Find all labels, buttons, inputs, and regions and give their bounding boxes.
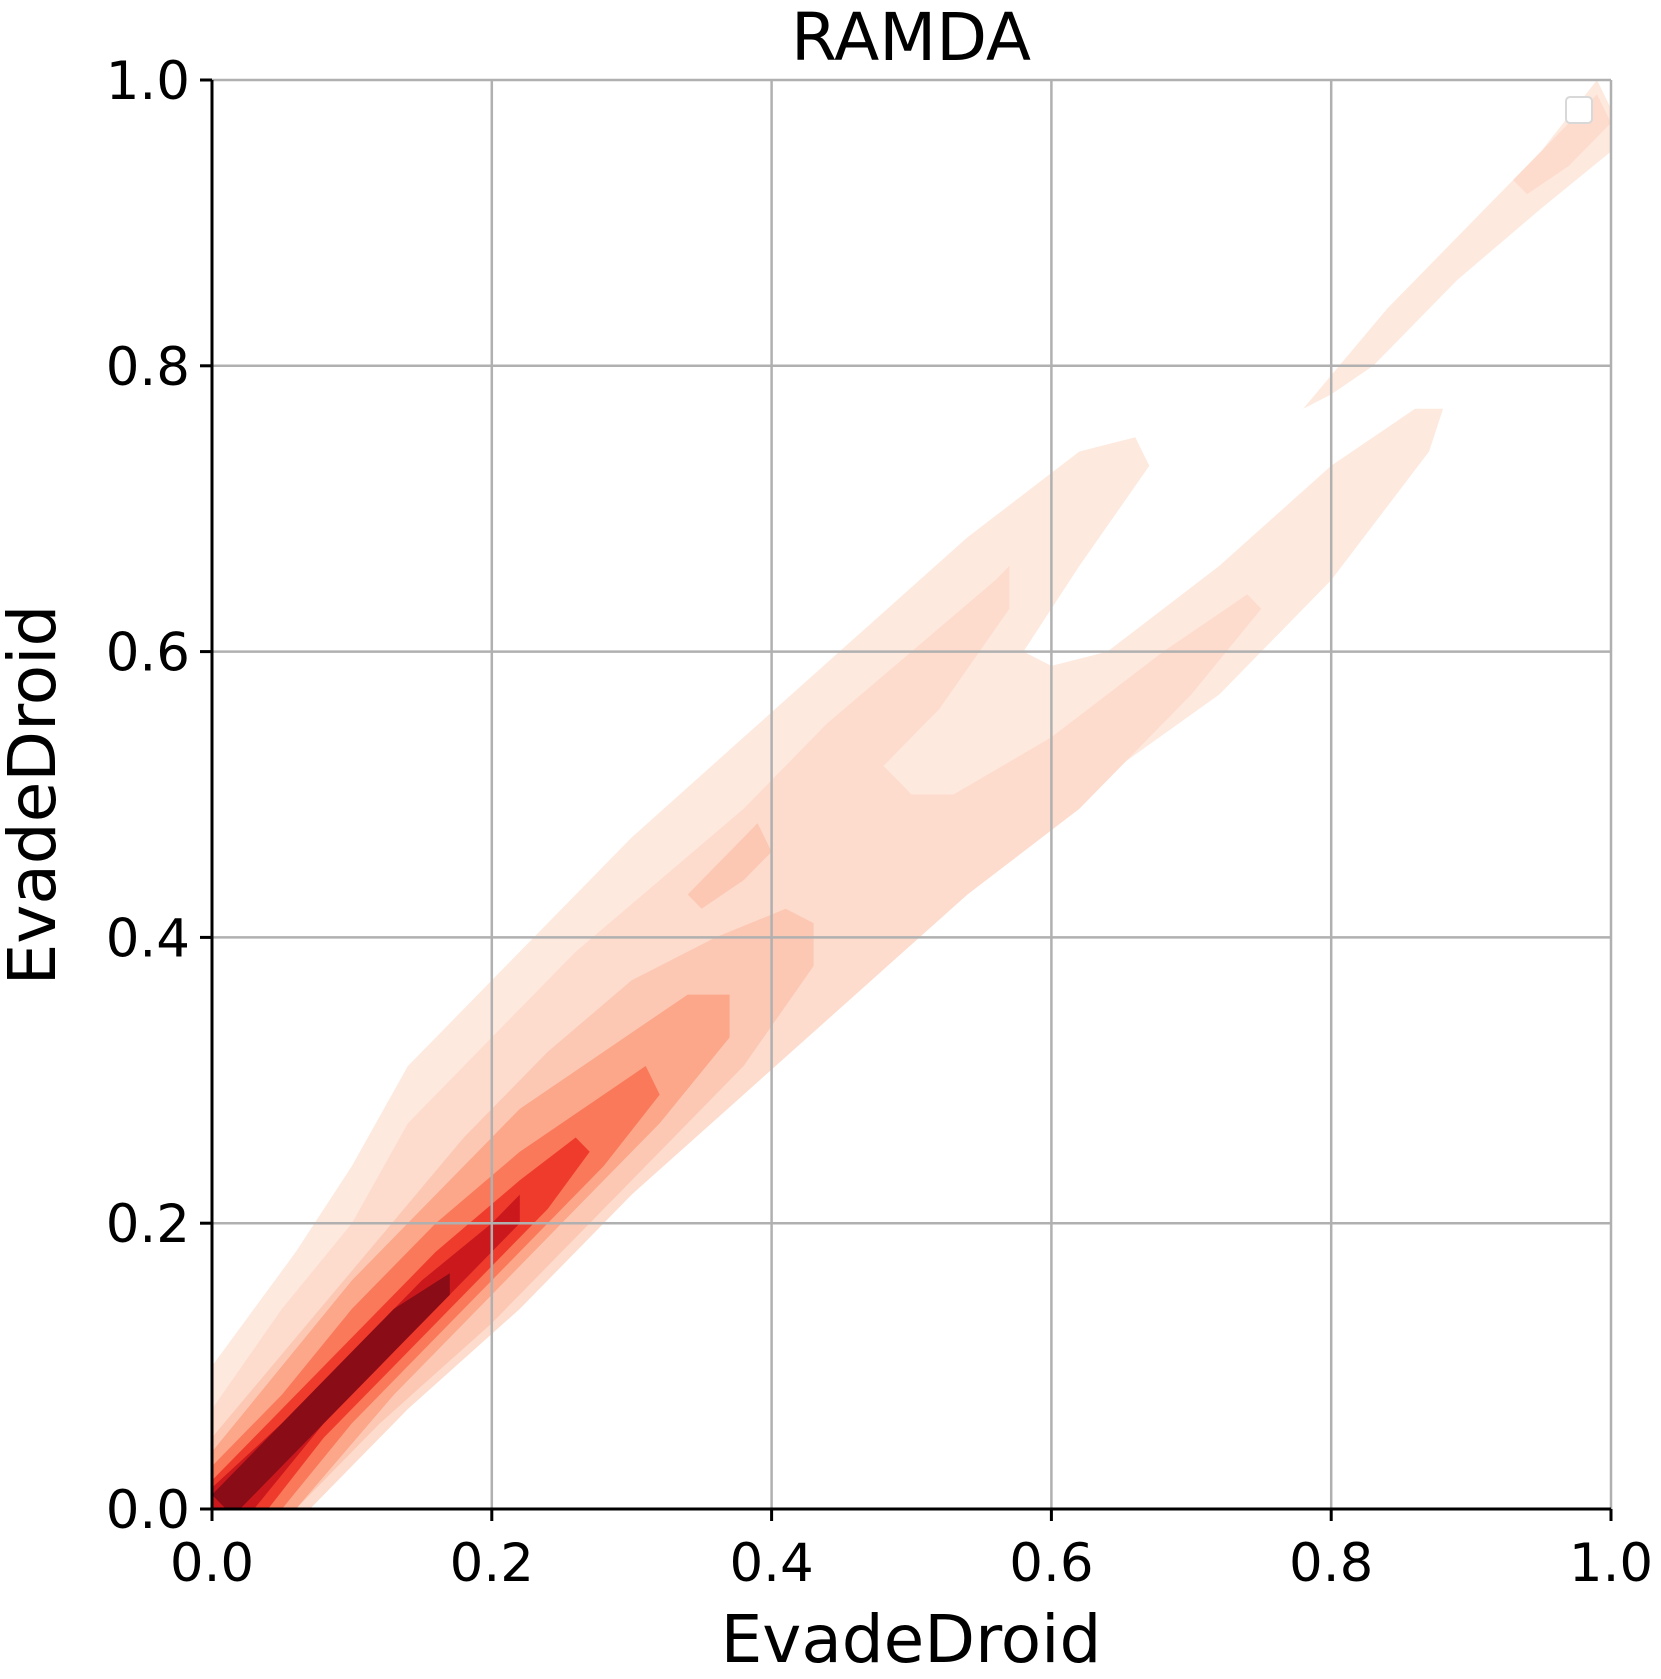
legend-box bbox=[1565, 96, 1593, 124]
y-axis-label: EvadeDroid bbox=[0, 605, 71, 986]
x-tick-label: 0.0 bbox=[170, 1533, 254, 1594]
x-tick-label: 0.8 bbox=[1289, 1533, 1373, 1594]
contour-layers bbox=[212, 80, 1611, 1510]
plot-area: 0.0 0.2 0.4 0.6 0.8 1.0 0.0 0.2 0.4 0.6 0.8 1.0 bbox=[106, 51, 1653, 1594]
x-axis-label: EvadeDroid bbox=[721, 1601, 1102, 1678]
y-tick-label: 0.0 bbox=[106, 1480, 190, 1541]
y-tick-label: 0.6 bbox=[106, 623, 190, 684]
y-tick-label: 1.0 bbox=[106, 51, 190, 112]
y-tick-label: 0.4 bbox=[106, 908, 190, 969]
x-tick-label: 0.4 bbox=[729, 1533, 813, 1594]
axes bbox=[210, 80, 1611, 1511]
y-tick-label: 0.8 bbox=[106, 337, 190, 398]
contour-level-3-island bbox=[687, 823, 772, 909]
contour-level-8 bbox=[212, 1273, 450, 1509]
y-tick-label: 0.2 bbox=[106, 1194, 190, 1255]
chart-title: RAMDA bbox=[791, 0, 1031, 76]
x-tick-label: 1.0 bbox=[1569, 1533, 1653, 1594]
x-tick-label: 0.6 bbox=[1009, 1533, 1093, 1594]
x-tick-label: 0.2 bbox=[450, 1533, 534, 1594]
tick-labels: 0.0 0.2 0.4 0.6 0.8 1.0 0.0 0.2 0.4 0.6 0.8 1.0 bbox=[106, 51, 1653, 1594]
